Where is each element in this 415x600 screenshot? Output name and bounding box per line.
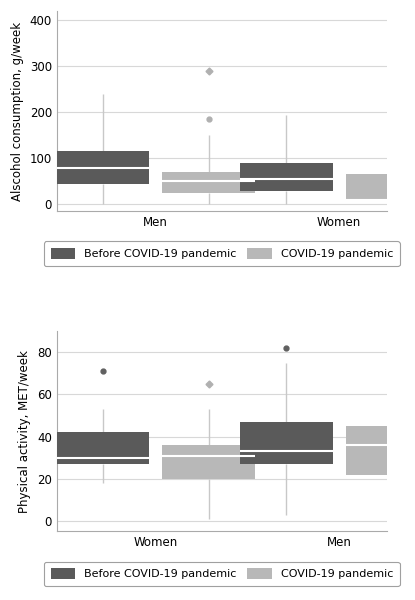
Y-axis label: Physical activity, MET/week: Physical activity, MET/week bbox=[19, 350, 32, 513]
Bar bbox=[346, 175, 415, 200]
Bar bbox=[346, 426, 415, 475]
Bar bbox=[162, 445, 255, 479]
Y-axis label: Alscohol consumption, g/week: Alscohol consumption, g/week bbox=[11, 22, 24, 201]
Bar bbox=[240, 163, 332, 191]
Bar bbox=[57, 151, 149, 184]
Bar bbox=[240, 422, 332, 464]
Legend: Before COVID-19 pandemic, COVID-19 pandemic: Before COVID-19 pandemic, COVID-19 pande… bbox=[44, 241, 400, 266]
Bar bbox=[162, 172, 255, 193]
Bar bbox=[57, 433, 149, 464]
Legend: Before COVID-19 pandemic, COVID-19 pandemic: Before COVID-19 pandemic, COVID-19 pande… bbox=[44, 562, 400, 586]
